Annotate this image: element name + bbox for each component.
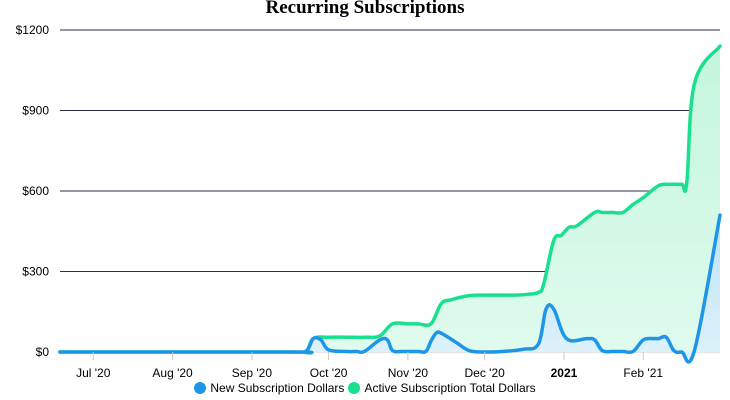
x-axis-ticks: Jul '20 Aug '20 Sep '20 Oct '20 Nov '20 Dec '… [76,352,663,380]
series-areas [60,46,720,362]
x-tick-label: Sep '20 [232,366,273,380]
legend-swatch [348,382,361,394]
series-area [60,215,720,362]
legend-label: Active Subscription Total Dollars [364,381,536,395]
x-tick-label: Aug '20 [152,366,193,380]
y-tick-label: $300 [22,265,49,279]
series-area [60,46,720,353]
x-tick-label: Nov '20 [388,366,429,380]
x-tick-label: Oct '20 [310,366,348,380]
series-line [58,213,722,364]
legend-item[interactable]: New Subscription Dollars [194,381,344,395]
x-tick-label: 2021 [551,366,578,380]
y-tick-label: $600 [22,184,49,198]
x-tick-label: Jul '20 [76,366,111,380]
y-axis-ticks: $0 $300 $600 $900 $1200 [16,23,50,359]
y-tick-label: $900 [22,104,49,118]
y-tick-label: $1200 [16,23,50,37]
x-tick-label: Feb '21 [623,366,663,380]
series-line [58,44,722,355]
x-tick-label: Dec '20 [464,366,505,380]
series-lines [58,44,722,364]
chart-title: Recurring Subscriptions [265,0,465,18]
legend-item[interactable]: Active Subscription Total Dollars [348,381,536,395]
y-tick-label: $0 [36,345,50,359]
legend-swatch [194,382,207,394]
chart-legend: New Subscription Dollars Active Subscript… [0,381,730,397]
legend-label: New Subscription Dollars [210,381,345,395]
